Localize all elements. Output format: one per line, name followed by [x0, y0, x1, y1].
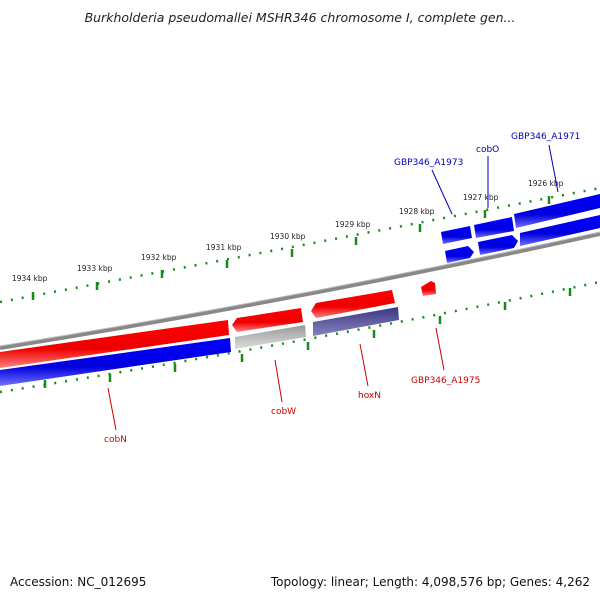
leader-gbp346-a1971: [548, 144, 559, 193]
kbp-label-1929: 1929 kbp: [335, 220, 371, 229]
gene-label-cobw: cobW: [271, 407, 296, 417]
leader-gbp346-a1975: [435, 327, 445, 371]
kbp-label-1928: 1928 kbp: [399, 207, 435, 216]
lower-major-ticks: [43, 288, 572, 388]
gene-label-gbp346-a1973: GBP346_A1973: [394, 158, 463, 168]
leader-gbp346-a1973: [431, 169, 453, 215]
genome-axis: [0, 232, 600, 350]
gene-cobw-reverse[interactable]: [235, 325, 306, 349]
gene-gbp346-a1973-lower[interactable]: [445, 246, 474, 263]
kbp-label-1932: 1932 kbp: [141, 253, 177, 262]
gene-label-cobo: cobO: [476, 145, 499, 155]
gene-gbp346-a1975[interactable]: [421, 281, 436, 296]
kbp-label-1934: 1934 kbp: [12, 274, 48, 283]
gene-cobn-reverse[interactable]: [0, 338, 231, 386]
gene-gbp346-a1971-lower[interactable]: [520, 215, 600, 246]
kbp-label-1927: 1927 kbp: [463, 193, 499, 202]
kbp-label-1933: 1933 kbp: [77, 264, 113, 273]
gene-cobo-upper[interactable]: [474, 217, 514, 238]
summary-text: Topology: linear; Length: 4,098,576 bp; …: [270, 575, 590, 589]
kbp-label-1930: 1930 kbp: [270, 232, 306, 241]
gene-gbp346-a1973-upper[interactable]: [441, 226, 472, 244]
leader-cobw: [274, 359, 283, 403]
gene-label-gbp346-a1971: GBP346_A1971: [511, 132, 580, 142]
gene-cobo-lower[interactable]: [478, 235, 518, 255]
gene-hoxn-reverse[interactable]: [313, 307, 399, 336]
gene-cobw-forward[interactable]: [232, 308, 303, 332]
map-title: Burkholderia pseudomallei MSHR346 chromo…: [84, 10, 516, 25]
gene-cobn-forward[interactable]: [0, 320, 229, 368]
leader-cobn: [107, 387, 117, 431]
gene-label-hoxn: hoxN: [358, 391, 381, 401]
gene-gbp346-a1971-upper[interactable]: [514, 194, 600, 228]
gene-label-gbp346-a1975: GBP346_A1975: [411, 376, 480, 386]
gene-hoxn-forward[interactable]: [311, 290, 395, 318]
kbp-label-1931: 1931 kbp: [206, 243, 242, 252]
major-ticks: [31, 196, 551, 300]
accession-text: Accession: NC_012695: [10, 575, 147, 589]
gene-label-cobn: cobN: [104, 435, 127, 445]
leader-hoxn: [359, 343, 369, 387]
kbp-label-1926: 1926 kbp: [528, 179, 564, 188]
